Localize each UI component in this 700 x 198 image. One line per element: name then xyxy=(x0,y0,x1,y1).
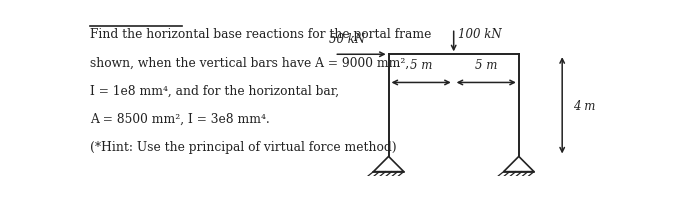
Text: (*Hint: Use the principal of virtual force method): (*Hint: Use the principal of virtual for… xyxy=(90,141,397,154)
Text: 50 kN: 50 kN xyxy=(329,33,365,46)
Text: 4 m: 4 m xyxy=(573,100,596,113)
Text: Find the horizontal base reactions for the portal frame: Find the horizontal base reactions for t… xyxy=(90,28,432,41)
Text: A = 8500 mm², I = 3e8 mm⁴.: A = 8500 mm², I = 3e8 mm⁴. xyxy=(90,113,270,126)
Text: shown, when the vertical bars have A = 9000 mm²,: shown, when the vertical bars have A = 9… xyxy=(90,57,410,69)
Text: 100 kN: 100 kN xyxy=(458,28,502,41)
Text: 5 m: 5 m xyxy=(410,59,433,72)
Text: 5 m: 5 m xyxy=(475,59,498,72)
Text: I = 1e8 mm⁴, and for the horizontal bar,: I = 1e8 mm⁴, and for the horizontal bar, xyxy=(90,85,340,98)
